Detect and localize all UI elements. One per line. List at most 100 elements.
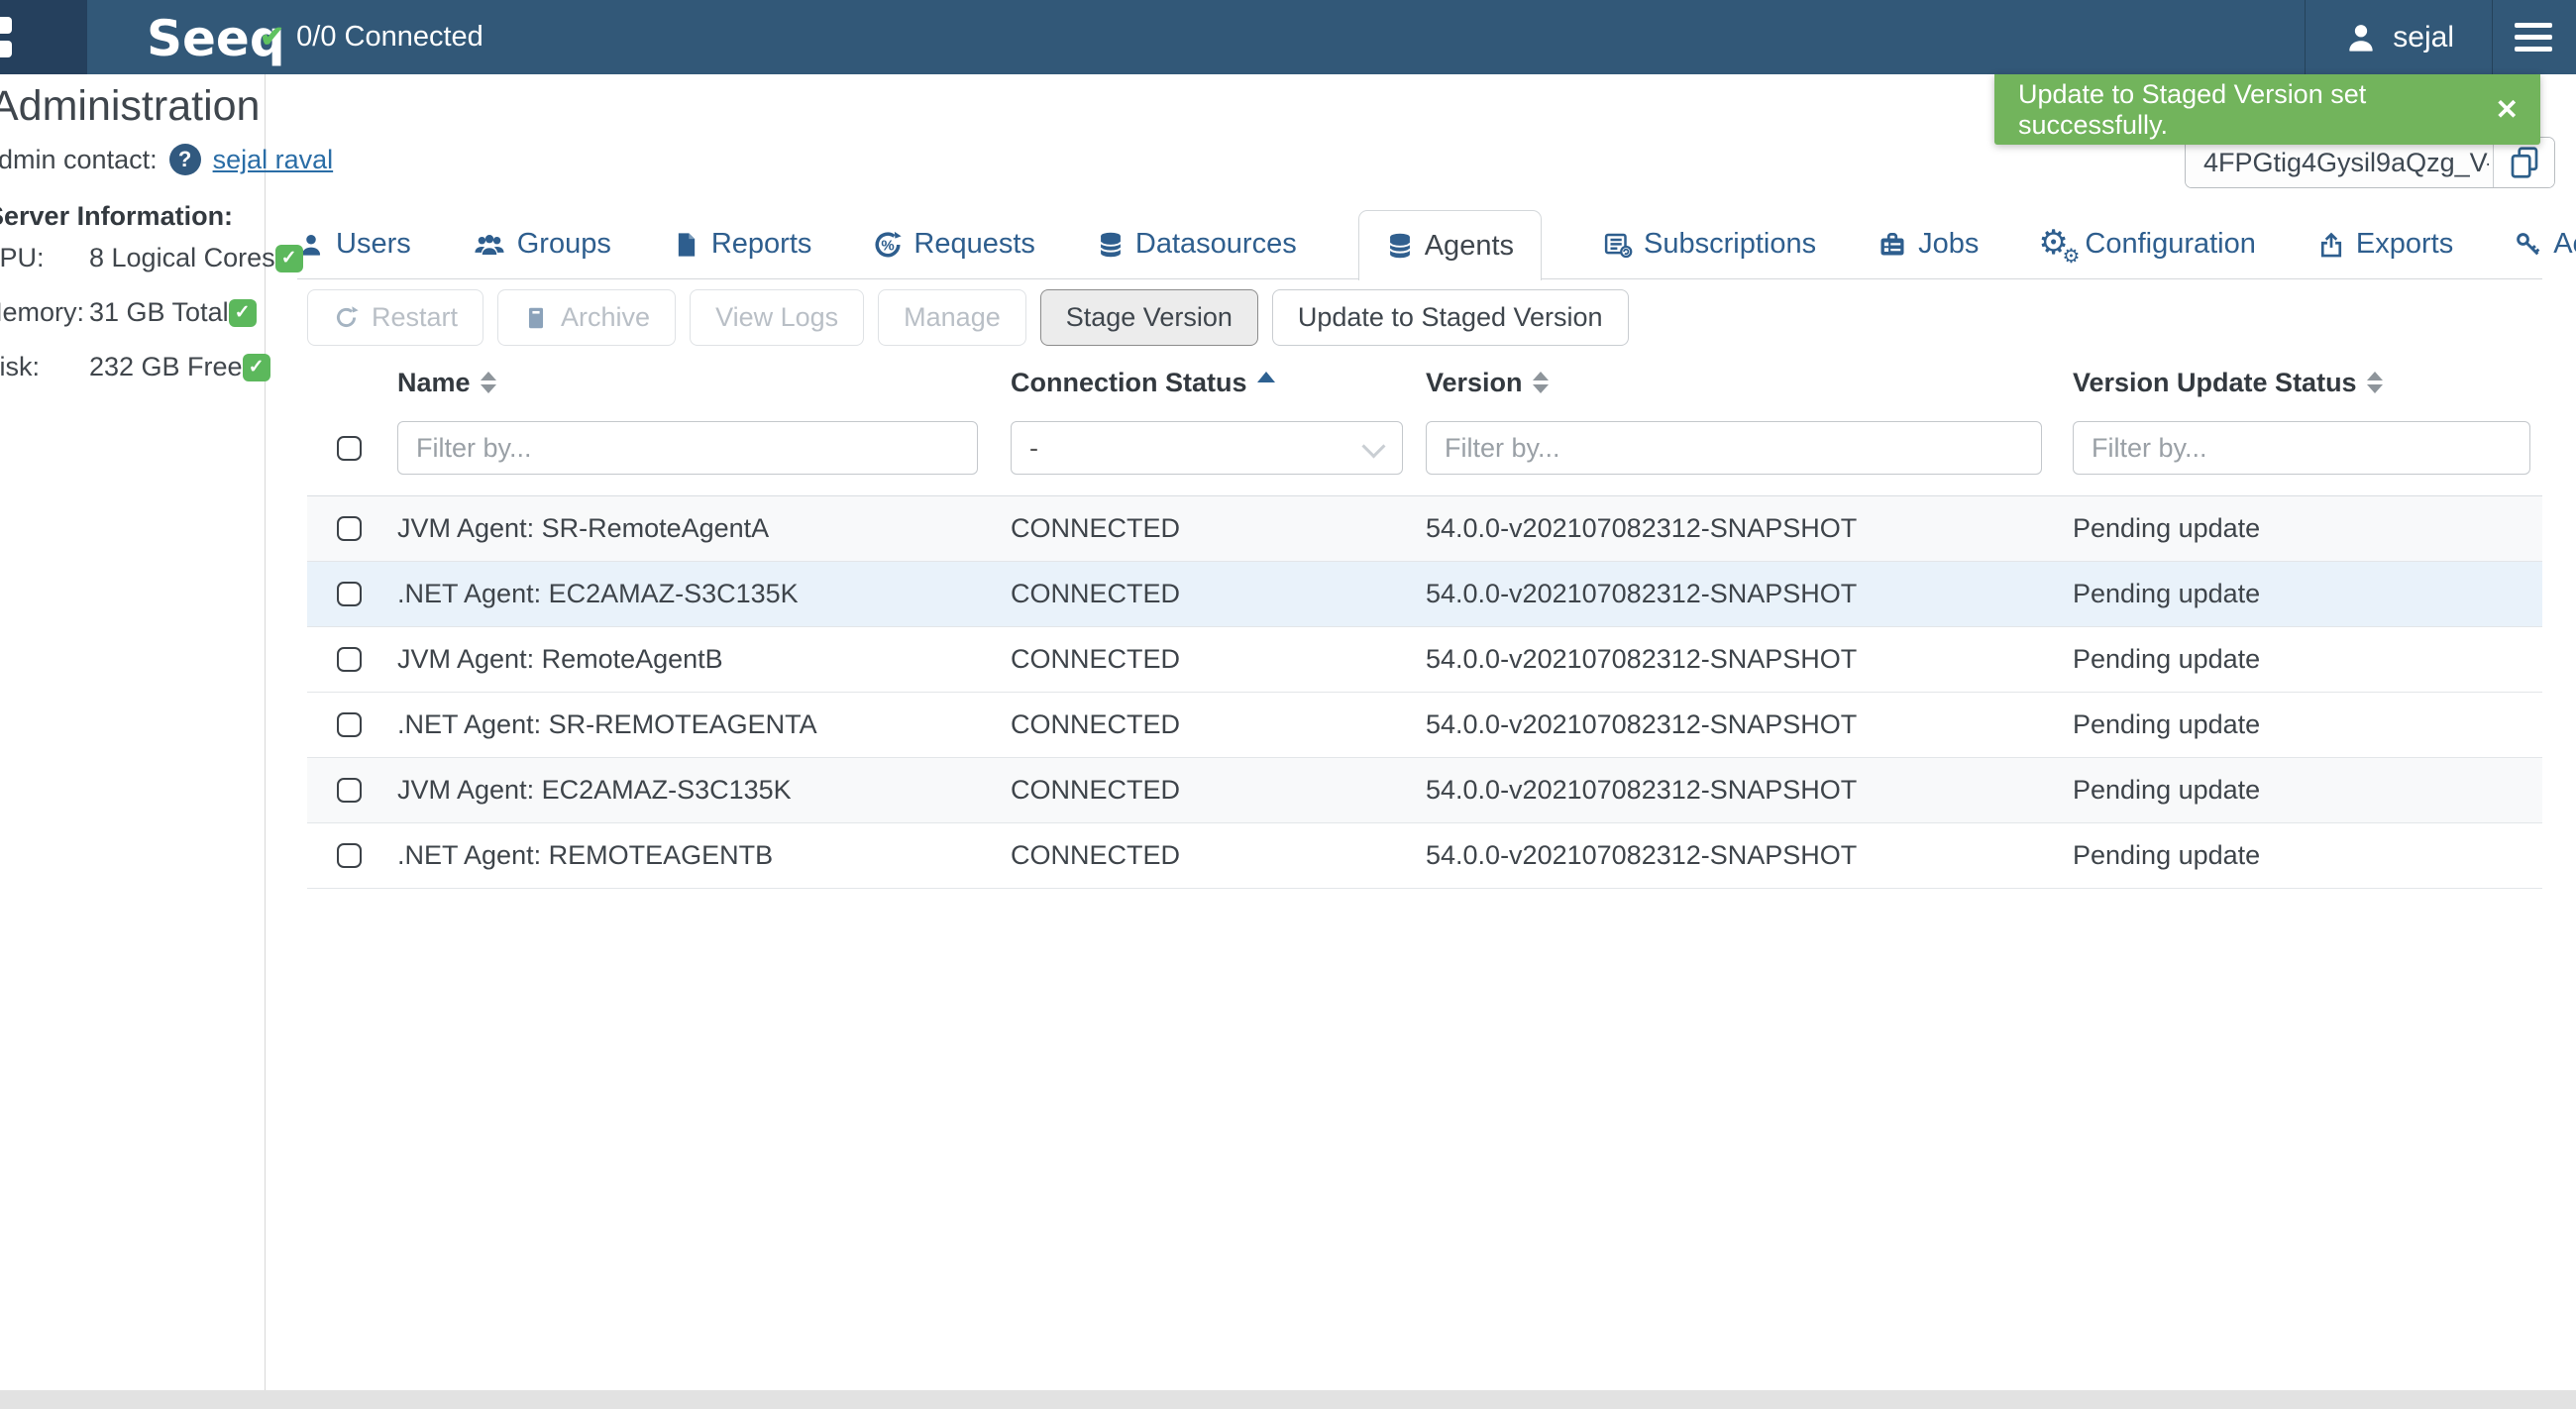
tab-datasources[interactable]: Datasources	[1097, 228, 1297, 261]
tab-label: Users	[336, 228, 411, 260]
selected-value: -	[1029, 432, 1038, 463]
update-status-filter-input[interactable]	[2073, 421, 2530, 475]
tab-exports[interactable]: Exports	[2317, 228, 2453, 261]
tab-label: Configuration	[2085, 228, 2256, 260]
tab-configuration[interactable]: ⚙ ⚙ Configuration	[2038, 224, 2256, 268]
row-checkbox[interactable]	[337, 516, 362, 541]
user-icon	[2349, 24, 2373, 52]
table-body: JVM Agent: SR-RemoteAgentA CONNECTED 54.…	[307, 495, 2542, 889]
tab-label: Subscriptions	[1644, 228, 1817, 260]
toast-message: Update to Staged Version set successfull…	[2018, 78, 2367, 140]
agent-version: 54.0.0-v202107082312-SNAPSHOT	[1426, 513, 1858, 543]
version-filter-input[interactable]	[1426, 421, 2042, 475]
memory-ok-check-icon: ✓	[228, 298, 257, 327]
sort-icon[interactable]	[480, 372, 496, 393]
agent-update-status: Pending update	[2073, 775, 2261, 805]
toast-close-icon[interactable]: ✕	[2495, 94, 2519, 125]
jobs-icon	[1880, 232, 1904, 255]
copy-icon	[2511, 147, 2537, 178]
agents-toolbar: Restart Archive View Logs Manage Stage V…	[307, 289, 1629, 346]
agent-update-status: Pending update	[2073, 579, 2261, 608]
memory-value: 31 GB Total	[89, 297, 229, 327]
update-to-staged-version-button[interactable]: Update to Staged Version	[1271, 289, 1629, 346]
table-row[interactable]: JVM Agent: EC2AMAZ-S3C135K CONNECTED 54.…	[307, 758, 2542, 823]
restart-button[interactable]: Restart	[307, 289, 484, 346]
row-checkbox[interactable]	[337, 712, 362, 737]
column-header-version-update-status[interactable]: Version Update Status	[2073, 368, 2542, 398]
table-row[interactable]: .NET Agent: REMOTEAGENTB CONNECTED 54.0.…	[307, 823, 2542, 889]
app-switcher-block[interactable]	[0, 0, 87, 74]
agent-connection-status: CONNECTED	[1011, 775, 1181, 805]
api-key-input[interactable]	[2186, 138, 2493, 187]
table-row[interactable]: JVM Agent: SR-RemoteAgentA CONNECTED 54.…	[307, 496, 2542, 562]
svg-text:%: %	[882, 237, 895, 254]
table-row[interactable]: JVM Agent: RemoteAgentB CONNECTED 54.0.0…	[307, 627, 2542, 693]
copy-api-key-button[interactable]	[2493, 138, 2554, 187]
column-header-version[interactable]: Version	[1426, 368, 2073, 398]
connected-check-icon: ✔	[260, 21, 285, 54]
stage-version-button[interactable]: Stage Version	[1039, 289, 1258, 346]
access-keys-icon	[2517, 232, 2540, 255]
agent-connection-status: CONNECTED	[1011, 579, 1181, 608]
table-row[interactable]: .NET Agent: EC2AMAZ-S3C135K CONNECTED 54…	[307, 562, 2542, 627]
disk-value: 232 GB Free	[89, 352, 243, 381]
row-checkbox[interactable]	[337, 582, 362, 606]
reports-icon	[678, 232, 696, 257]
cpu-value: 8 Logical Cores	[89, 243, 275, 272]
table-header-row: Name Connection Status Version Version U…	[307, 357, 2542, 408]
sort-icon[interactable]	[2366, 372, 2383, 393]
agent-update-status: Pending update	[2073, 513, 2261, 543]
column-header-connection-status[interactable]: Connection Status	[1011, 368, 1426, 398]
horizontal-scrollbar-track[interactable]	[0, 1390, 2576, 1409]
users-icon	[301, 234, 321, 256]
agent-name: .NET Agent: REMOTEAGENTB	[397, 840, 774, 870]
column-header-name[interactable]: Name	[397, 368, 1011, 398]
tab-subscriptions[interactable]: Subscriptions	[1603, 228, 1816, 261]
hamburger-menu-icon[interactable]	[2493, 0, 2576, 74]
sort-icon[interactable]	[1532, 372, 1549, 393]
connection-status-filter-select[interactable]: -	[1011, 421, 1403, 475]
tab-jobs[interactable]: Jobs	[1878, 228, 1979, 261]
topbar-divider	[2305, 0, 2307, 74]
agent-version: 54.0.0-v202107082312-SNAPSHOT	[1426, 775, 1858, 805]
admin-contact-link[interactable]: sejal raval	[212, 144, 334, 174]
row-checkbox[interactable]	[337, 843, 362, 868]
row-checkbox[interactable]	[337, 647, 362, 672]
subscriptions-icon	[1604, 233, 1633, 258]
admin-contact-row: Admin contact: ? sejal raval	[0, 144, 333, 175]
server-info-disk-row: Disk: 232 GB Free ✓	[0, 352, 270, 382]
agent-update-status: Pending update	[2073, 644, 2261, 674]
disk-ok-check-icon: ✓	[242, 353, 270, 381]
table-row[interactable]: .NET Agent: SR-REMOTEAGENTA CONNECTED 54…	[307, 693, 2542, 758]
select-all-checkbox[interactable]	[337, 435, 362, 461]
admin-tabs: Users Groups Reports % Requests Datasour…	[297, 210, 2576, 280]
agent-version: 54.0.0-v202107082312-SNAPSHOT	[1426, 709, 1858, 739]
question-circle-icon[interactable]: ?	[168, 144, 201, 175]
sort-asc-icon[interactable]	[1256, 371, 1275, 382]
name-filter-input[interactable]	[397, 421, 978, 475]
user-menu[interactable]: sejal	[2306, 0, 2492, 74]
tab-groups[interactable]: Groups	[473, 228, 611, 261]
page-title: Administration	[0, 82, 261, 130]
agent-name: JVM Agent: RemoteAgentB	[397, 644, 723, 674]
restart-icon	[336, 306, 359, 327]
tab-reports[interactable]: Reports	[673, 228, 811, 261]
admin-sidebar: Administration Admin contact: ? sejal ra…	[0, 74, 333, 1390]
row-checkbox[interactable]	[337, 778, 362, 803]
archive-icon	[528, 307, 544, 328]
server-info-memory-row: Memory: 31 GB Total ✓	[0, 297, 257, 328]
agent-update-status: Pending update	[2073, 709, 2261, 739]
view-logs-button[interactable]: View Logs	[690, 289, 865, 346]
archive-button[interactable]: Archive	[497, 289, 677, 346]
manage-button[interactable]: Manage	[878, 289, 1026, 346]
agent-version: 54.0.0-v202107082312-SNAPSHOT	[1426, 840, 1858, 870]
exports-icon	[2320, 232, 2341, 257]
tab-access-keys[interactable]: Access Keys	[2515, 228, 2576, 261]
tab-users[interactable]: Users	[297, 228, 411, 261]
tab-agents[interactable]: Agents	[1357, 210, 1543, 280]
tab-requests[interactable]: % Requests	[873, 228, 1035, 261]
tab-label: Access Keys	[2553, 228, 2576, 260]
admin-main-content: Users Groups Reports % Requests Datasour…	[266, 74, 2576, 1390]
agent-name: .NET Agent: SR-REMOTEAGENTA	[397, 709, 817, 739]
success-toast: Update to Staged Version set successfull…	[1994, 74, 2540, 145]
